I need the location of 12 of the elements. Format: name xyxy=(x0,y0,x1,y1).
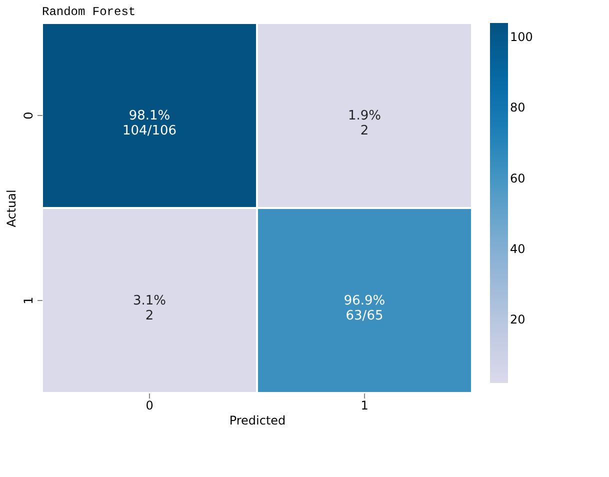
color-bar-label: 100 xyxy=(510,30,533,44)
chart-title: Random Forest xyxy=(42,5,136,19)
x-axis-title: Predicted xyxy=(229,414,286,428)
data-label: 3.1% 2 xyxy=(132,294,166,324)
data-label: 96.9% 63/65 xyxy=(344,294,386,324)
color-bar-label: 60 xyxy=(510,171,526,186)
color-bar-label: 40 xyxy=(510,242,526,256)
data-label: 98.1% 104/106 xyxy=(122,108,177,138)
color-bar-label: 20 xyxy=(510,312,526,326)
y-axis-title: Actual xyxy=(4,190,18,228)
color-bar-label: 80 xyxy=(510,100,526,115)
data-label: 1.9% 2 xyxy=(348,108,382,138)
